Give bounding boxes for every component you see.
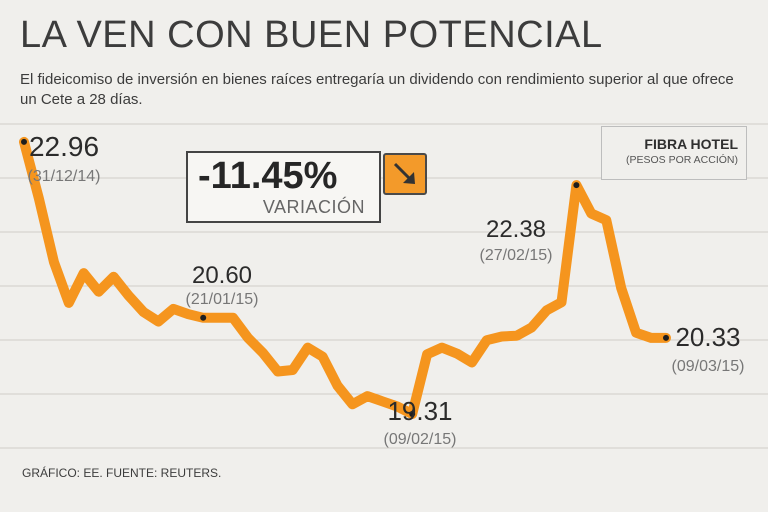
data-label-date: (09/03/15) bbox=[672, 358, 745, 375]
variation-label: VARIACIÓN bbox=[262, 197, 365, 217]
price-line bbox=[19, 136, 671, 419]
variation-box: -11.45% VARIACIÓN bbox=[186, 151, 381, 223]
chart-subtitle: El fideicomiso de inversión en bienes ra… bbox=[20, 71, 734, 108]
annotations: 22.96 (31/12/14) 20.60 (21/01/15) 19.31 (09/0… bbox=[21, 131, 744, 448]
data-point-marker bbox=[573, 182, 580, 189]
data-point-marker bbox=[21, 138, 27, 145]
data-point-marker bbox=[200, 314, 207, 321]
data-point-marker bbox=[409, 411, 416, 417]
legend-name: FIBRA HOTEL bbox=[644, 136, 738, 152]
data-point-marker bbox=[663, 334, 669, 341]
series-line bbox=[19, 136, 671, 419]
footer-credit: GRÁFICO: EE. FUENTE: REUTERS. bbox=[22, 466, 222, 480]
data-label-date: (21/01/15) bbox=[186, 291, 259, 308]
gridlines bbox=[0, 123, 768, 449]
chart-title: LA VEN CON BUEN POTENCIAL bbox=[20, 14, 603, 56]
down-arrow-icon bbox=[383, 153, 427, 195]
data-label-date: (31/12/14) bbox=[28, 168, 101, 185]
data-label-value: 22.96 bbox=[29, 131, 99, 162]
data-label-value: 20.60 bbox=[192, 262, 252, 289]
data-label-date: (27/02/15) bbox=[480, 247, 553, 264]
legend-box: FIBRA HOTEL (PESOS POR ACCIÓN) bbox=[601, 126, 747, 180]
data-label-date: (09/02/15) bbox=[384, 431, 457, 448]
data-label-value: 22.38 bbox=[486, 216, 546, 243]
legend-unit: (PESOS POR ACCIÓN) bbox=[625, 154, 738, 166]
data-label-value: 19.31 bbox=[387, 396, 452, 426]
variation-percent: -11.45% bbox=[198, 155, 338, 197]
data-label-value: 20.33 bbox=[675, 322, 740, 352]
